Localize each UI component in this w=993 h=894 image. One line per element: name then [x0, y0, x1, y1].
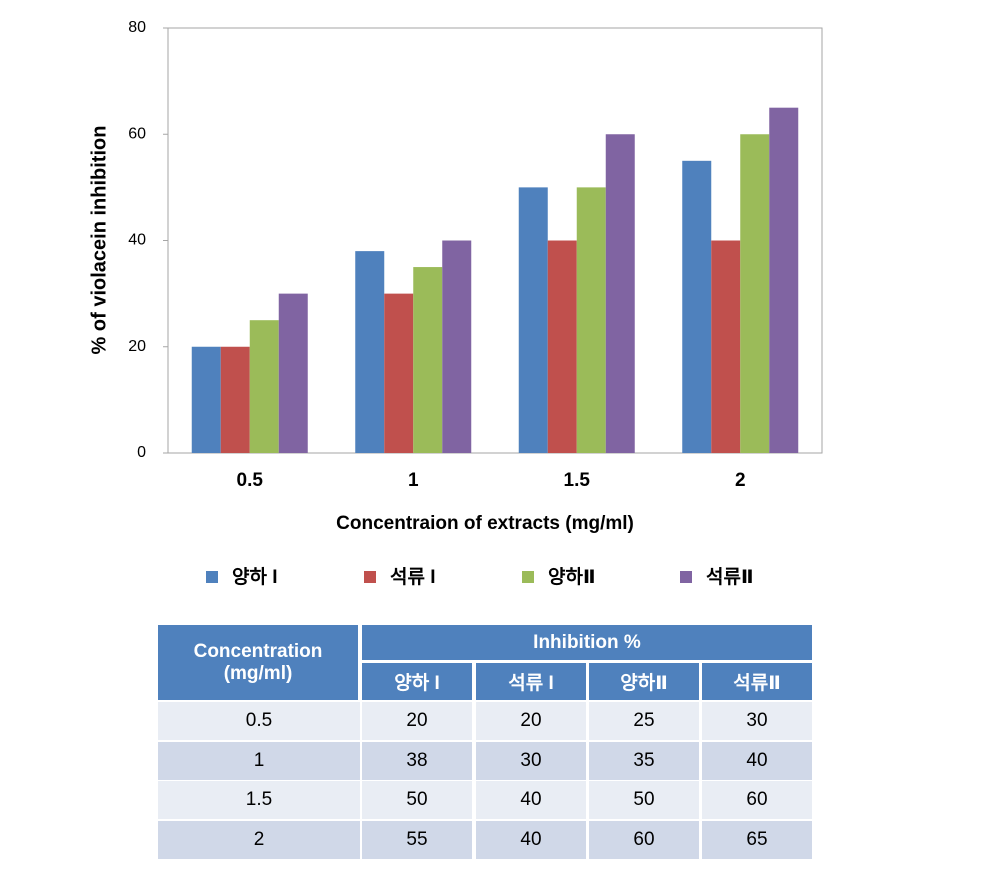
bar [682, 160, 712, 453]
legend-swatch [364, 571, 376, 583]
bar [191, 346, 221, 453]
table-column-header: 양하Ⅱ [589, 663, 699, 700]
bar [384, 293, 414, 453]
bar [576, 187, 606, 453]
bar [740, 134, 770, 453]
x-tick-label: 1 [408, 470, 419, 491]
table-column-header: 석류 I [476, 663, 586, 700]
legend-swatch [206, 571, 218, 583]
y-tick-label: 60 [128, 125, 146, 142]
table-header: Inhibition % [362, 625, 812, 660]
bar [605, 134, 635, 453]
legend-label: 양하Ⅱ [548, 566, 595, 588]
table-cell: 40 [702, 741, 812, 780]
table-header: Concentration (mg/ml) [158, 625, 358, 700]
table-cell: 20 [476, 702, 586, 740]
table-cell: 25 [589, 702, 699, 740]
table-cell: 30 [476, 741, 586, 780]
x-tick-label: 1.5 [564, 470, 591, 491]
table-cell: 40 [476, 820, 586, 859]
table-cell: 50 [589, 781, 699, 819]
bar [355, 251, 385, 453]
table-cell: 1.5 [158, 781, 360, 819]
table-cell: 65 [702, 820, 812, 859]
y-tick-label: 80 [128, 19, 146, 36]
table-cell: 55 [362, 820, 472, 859]
table-cell: 38 [362, 741, 472, 780]
bar [249, 320, 279, 453]
legend-label: 석류Ⅱ [706, 566, 753, 588]
y-tick-label: 20 [128, 338, 146, 355]
legend-swatch [680, 571, 692, 583]
table-cell: 2 [158, 820, 360, 859]
bar [547, 240, 577, 453]
table-column-header: 양하 I [362, 663, 472, 700]
bar [711, 240, 741, 453]
table-cell: 60 [589, 820, 699, 859]
bar [442, 240, 472, 453]
bar [413, 267, 443, 453]
bar [278, 293, 308, 453]
chart: % of violacein inhibition Concentraion o… [88, 19, 823, 588]
table-cell: 35 [589, 741, 699, 780]
y-tick-label: 0 [137, 444, 146, 461]
table-cell: 50 [362, 781, 472, 819]
legend-label: 석류 I [390, 566, 436, 588]
table-cell: 1 [158, 741, 360, 780]
legend-swatch [522, 571, 534, 583]
table-cell: 0.5 [158, 702, 360, 740]
table-cell: 30 [702, 702, 812, 740]
y-tick-label: 40 [128, 232, 146, 249]
table-cell: 20 [362, 702, 472, 740]
table-cell: 60 [702, 781, 812, 819]
y-axis-label: % of violacein inhibition [88, 126, 110, 355]
x-tick-label: 2 [735, 470, 746, 491]
bar [220, 346, 250, 453]
bar [769, 107, 799, 453]
x-tick-label: 0.5 [237, 470, 264, 491]
table-cell: 40 [476, 781, 586, 819]
x-axis-label: Concentraion of extracts (mg/ml) [336, 513, 634, 534]
table-column-header: 석류Ⅱ [702, 663, 812, 700]
legend-label: 양하 I [232, 566, 278, 588]
bar [518, 187, 548, 453]
